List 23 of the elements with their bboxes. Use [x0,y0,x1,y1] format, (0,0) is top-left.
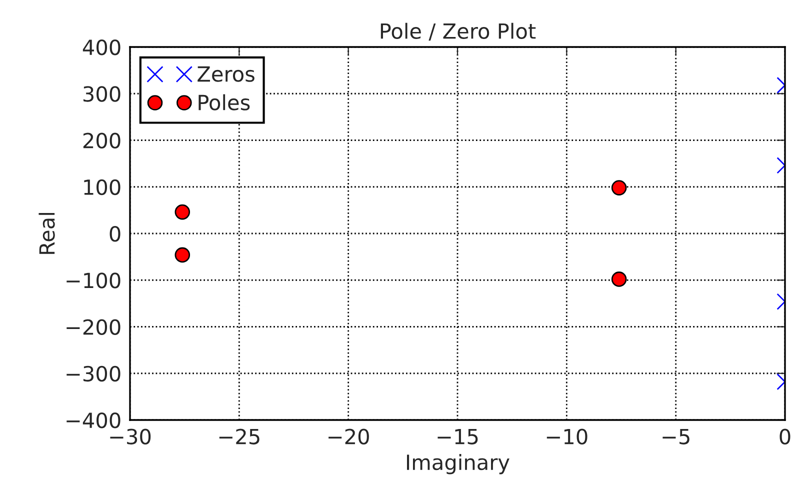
x-axis-title: Imaginary [407,454,510,474]
y-tick-label: −100 [66,272,120,288]
y-tick-label: 100 [84,179,120,196]
y-tick-label: −400 [66,412,120,428]
x-tick-label: −5 [662,428,690,444]
x-tick-label: −15 [438,428,478,444]
point [174,247,190,263]
legend-label: Zeros [198,66,254,82]
x-tick-label: 0 [780,428,790,444]
x-tick-label: −30 [110,428,151,444]
x-tick-label: −10 [546,428,588,444]
y-tick-label: 300 [83,86,120,102]
y-tick-label: −200 [66,319,120,335]
chart-title: Pole / Zero Plot [380,22,536,41]
y-axis-title: Real [38,213,55,254]
point [174,204,190,220]
y-tick-label: 400 [82,39,120,56]
y-tick-label: −300 [66,366,120,382]
y-tick-label: 200 [83,132,120,148]
x-tick-label: −25 [219,428,260,444]
legend-label: Poles [198,94,250,110]
y-tick-label: 0 [110,226,120,242]
x-tick-label: −20 [328,428,369,444]
